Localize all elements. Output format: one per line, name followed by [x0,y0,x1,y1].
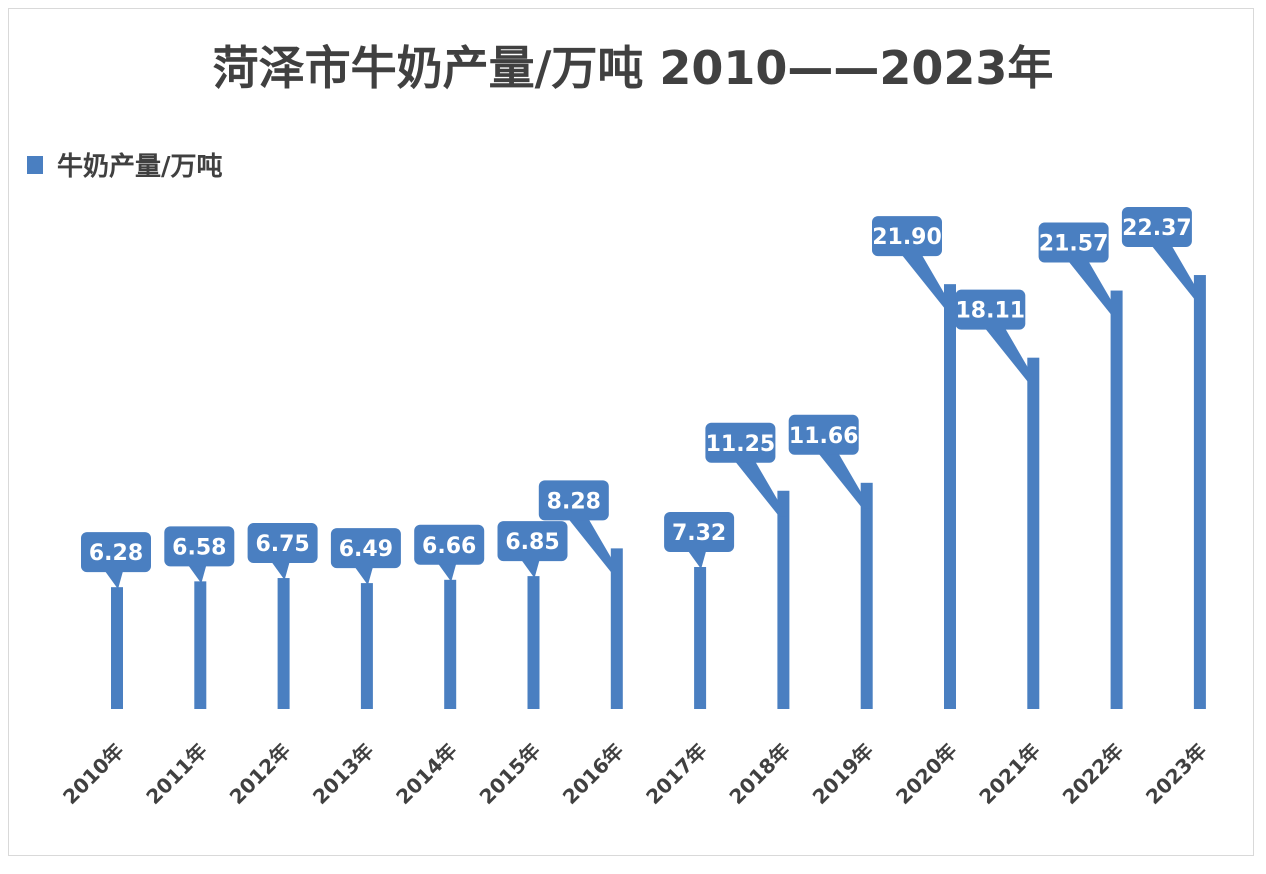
x-tick-label: 2011年 [141,739,211,809]
x-tick-label: 2014年 [391,739,461,809]
bar [860,482,873,709]
x-tick-label: 2021年 [974,739,1044,809]
data-label: 6.75 [255,532,309,557]
data-label-pointer [105,571,123,590]
bar [277,578,290,709]
x-tick-label: 2018年 [724,739,794,809]
data-label: 6.58 [172,535,226,560]
data-label-pointer [1151,246,1204,302]
data-label-box [872,216,942,257]
data-label-box [414,524,485,565]
data-label-pointer [521,560,540,579]
data-label-box [955,289,1026,330]
data-label-box [81,532,151,573]
x-tick-label: 2020年 [891,739,961,809]
data-label: 6.28 [89,541,143,566]
data-label-pointer [902,255,954,311]
data-label-pointer [1068,261,1121,317]
legend-swatch [27,155,43,174]
data-label-box [705,422,776,463]
data-label-box [497,521,568,562]
bar [360,583,373,709]
chart-frame [8,8,1254,856]
data-label-pointer [735,461,788,517]
bar [610,548,623,709]
bar [194,581,207,709]
x-tick-label: 2022年 [1058,739,1128,809]
x-tick-label: 2023年 [1141,739,1211,809]
data-label-box [330,528,401,569]
data-label: 22.37 [1122,216,1192,241]
data-label: 11.25 [706,432,776,457]
x-tick-label: 2016年 [558,739,628,809]
x-tick-label: 2010年 [58,739,128,809]
data-label: 8.28 [547,489,601,514]
data-label: 6.85 [505,530,559,555]
x-tick-label: 2012年 [225,739,295,809]
data-label-pointer [818,453,871,509]
bar [694,566,707,709]
data-label-box [788,414,859,455]
data-label-box [1121,207,1192,248]
data-label-pointer [271,562,290,581]
data-label-pointer [985,328,1038,384]
data-label: 21.57 [1039,232,1109,257]
x-tick-label: 2019年 [808,739,878,809]
data-label: 18.11 [956,299,1026,324]
data-label-pointer [438,563,457,582]
data-label-box [538,480,609,521]
data-label-box [247,523,318,564]
data-label: 6.66 [422,534,476,559]
data-label-pointer [188,565,207,584]
data-label-box [1038,222,1109,263]
data-label: 21.90 [872,225,942,250]
bar [527,576,540,709]
x-tick-label: 2015年 [475,739,545,809]
data-label: 6.49 [339,537,393,562]
data-label-box [664,511,735,552]
x-tick-label: 2017年 [641,739,711,809]
bar [1027,357,1040,709]
bar [1110,290,1123,709]
chart-title: 菏泽市牛奶产量/万吨 2010——2023年 [212,41,1054,95]
data-label-box [164,526,235,567]
data-label-pointer [568,519,621,575]
bar [111,587,123,709]
legend: 牛奶产量/万吨 [27,146,223,183]
bar [444,579,457,709]
legend-label: 牛奶产量/万吨 [57,152,223,182]
data-label: 11.66 [789,424,859,449]
data-label-pointer [354,567,373,586]
bar [1193,275,1206,709]
data-label: 7.32 [672,521,726,546]
x-tick-label: 2013年 [308,739,378,809]
data-label-pointer [688,550,707,569]
bar [777,490,790,709]
bar [944,284,956,709]
